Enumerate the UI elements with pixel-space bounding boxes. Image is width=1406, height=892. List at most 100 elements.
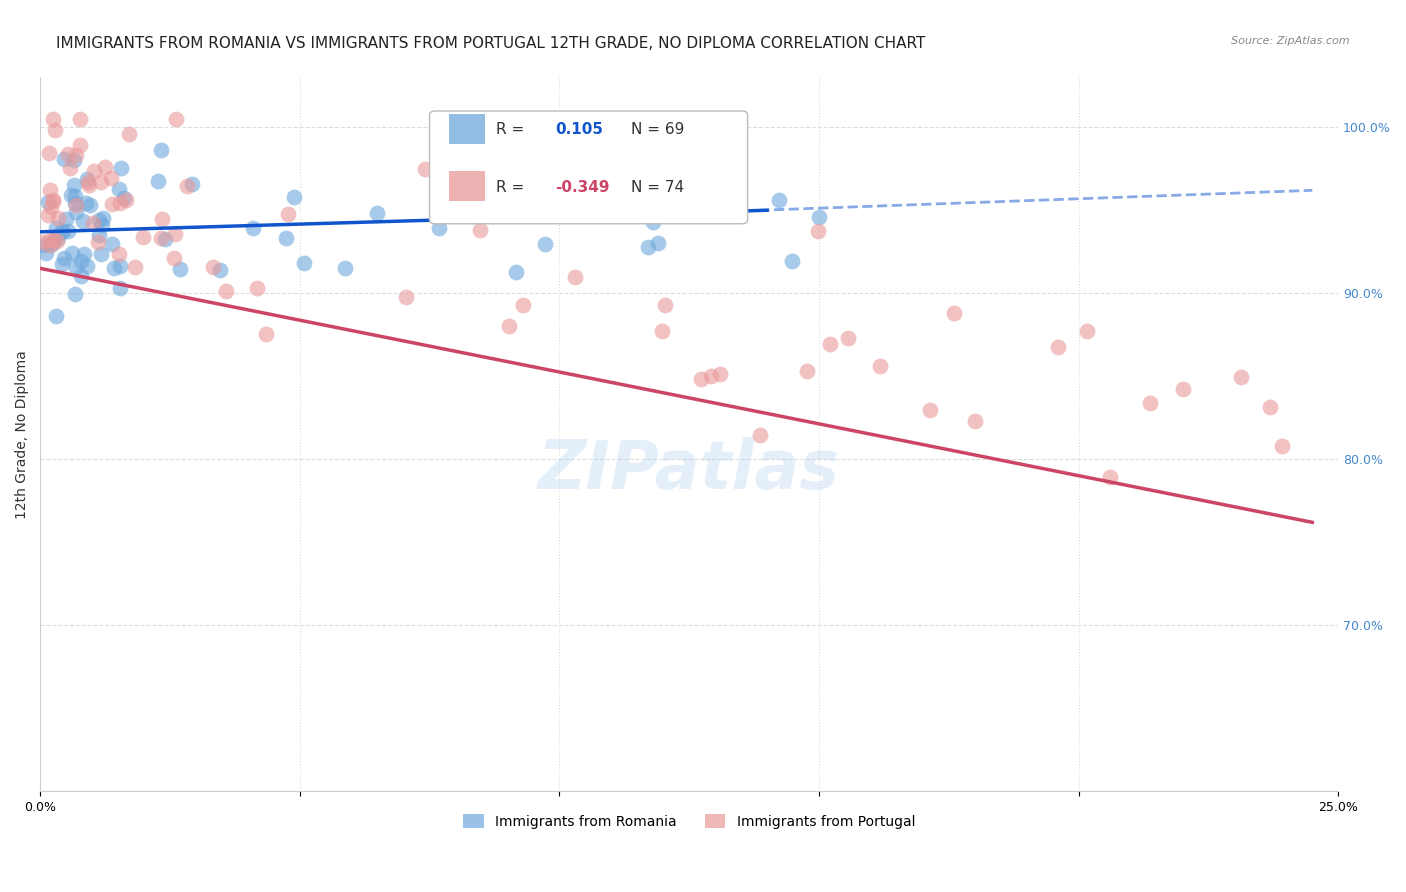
Point xyxy=(87,235,110,250)
Point xyxy=(44,123,66,137)
Point xyxy=(165,227,187,241)
Point xyxy=(837,331,859,345)
Bar xyxy=(449,114,485,144)
Point xyxy=(53,251,76,265)
Point xyxy=(202,260,225,274)
Point xyxy=(1139,395,1161,409)
Point xyxy=(38,145,60,160)
Point xyxy=(780,254,803,268)
FancyBboxPatch shape xyxy=(430,111,748,224)
Point xyxy=(94,160,117,174)
Point xyxy=(76,175,98,189)
Point xyxy=(101,237,124,252)
Point xyxy=(869,359,891,374)
Point xyxy=(110,161,132,175)
Point xyxy=(82,216,104,230)
Point xyxy=(32,238,55,252)
Bar xyxy=(449,171,485,201)
Point xyxy=(276,230,298,244)
Point xyxy=(807,224,830,238)
Point xyxy=(215,284,238,298)
Point xyxy=(91,211,114,225)
Point xyxy=(52,225,75,239)
Point xyxy=(62,178,84,192)
Point xyxy=(512,298,534,312)
Point xyxy=(1171,382,1194,396)
Point xyxy=(505,265,527,279)
Point xyxy=(51,257,73,271)
Point xyxy=(647,236,669,251)
Point xyxy=(108,182,131,196)
Point xyxy=(90,175,112,189)
Point xyxy=(87,212,110,227)
Text: ZIPatlas: ZIPatlas xyxy=(538,437,841,503)
Text: R =: R = xyxy=(496,122,529,137)
Point xyxy=(166,112,188,126)
Point xyxy=(176,179,198,194)
Point xyxy=(31,235,53,250)
Point xyxy=(90,247,112,261)
Point xyxy=(60,188,83,202)
Point xyxy=(46,234,69,248)
Point xyxy=(69,137,91,152)
Point xyxy=(72,214,94,228)
Point xyxy=(63,286,86,301)
Point xyxy=(115,194,138,208)
Point xyxy=(79,198,101,212)
Point xyxy=(100,170,122,185)
Point xyxy=(55,211,77,226)
Text: 0.105: 0.105 xyxy=(555,122,603,137)
Point xyxy=(709,367,731,381)
Point xyxy=(155,232,177,246)
Point xyxy=(283,190,305,204)
Point xyxy=(72,247,94,261)
Point xyxy=(59,161,82,175)
Point xyxy=(39,200,62,214)
Point xyxy=(35,245,58,260)
Point xyxy=(1046,340,1069,354)
Text: N = 69: N = 69 xyxy=(631,122,685,137)
Point xyxy=(46,211,69,225)
Point xyxy=(918,402,941,417)
Point xyxy=(41,194,63,208)
Point xyxy=(1229,370,1251,384)
Point xyxy=(108,195,131,210)
Point xyxy=(690,371,713,385)
Point xyxy=(76,259,98,273)
Point xyxy=(150,231,173,245)
Point xyxy=(796,364,818,378)
Point xyxy=(749,427,772,442)
Point xyxy=(101,197,124,211)
Point xyxy=(76,172,98,186)
Point xyxy=(132,229,155,244)
Text: R =: R = xyxy=(496,179,529,194)
Point xyxy=(49,225,72,239)
Point xyxy=(534,236,557,251)
Point xyxy=(75,195,97,210)
Point xyxy=(63,153,86,168)
Point xyxy=(427,221,450,235)
Point xyxy=(56,147,79,161)
Point xyxy=(582,155,605,169)
Point xyxy=(108,246,131,260)
Point xyxy=(254,326,277,341)
Point xyxy=(45,310,67,324)
Point xyxy=(654,298,676,312)
Point xyxy=(277,207,299,221)
Point xyxy=(45,220,67,235)
Point xyxy=(37,194,59,209)
Point xyxy=(41,236,63,251)
Point xyxy=(83,164,105,178)
Text: Source: ZipAtlas.com: Source: ZipAtlas.com xyxy=(1232,36,1350,45)
Point xyxy=(56,224,79,238)
Text: IMMIGRANTS FROM ROMANIA VS IMMIGRANTS FROM PORTUGAL 12TH GRADE, NO DIPLOMA CORRE: IMMIGRANTS FROM ROMANIA VS IMMIGRANTS FR… xyxy=(56,36,925,51)
Point xyxy=(41,234,63,248)
Point xyxy=(39,233,62,247)
Point xyxy=(637,240,659,254)
Point xyxy=(700,369,723,384)
Point xyxy=(568,207,591,221)
Point xyxy=(103,260,125,275)
Point xyxy=(70,254,93,268)
Point xyxy=(42,112,65,126)
Point xyxy=(246,280,269,294)
